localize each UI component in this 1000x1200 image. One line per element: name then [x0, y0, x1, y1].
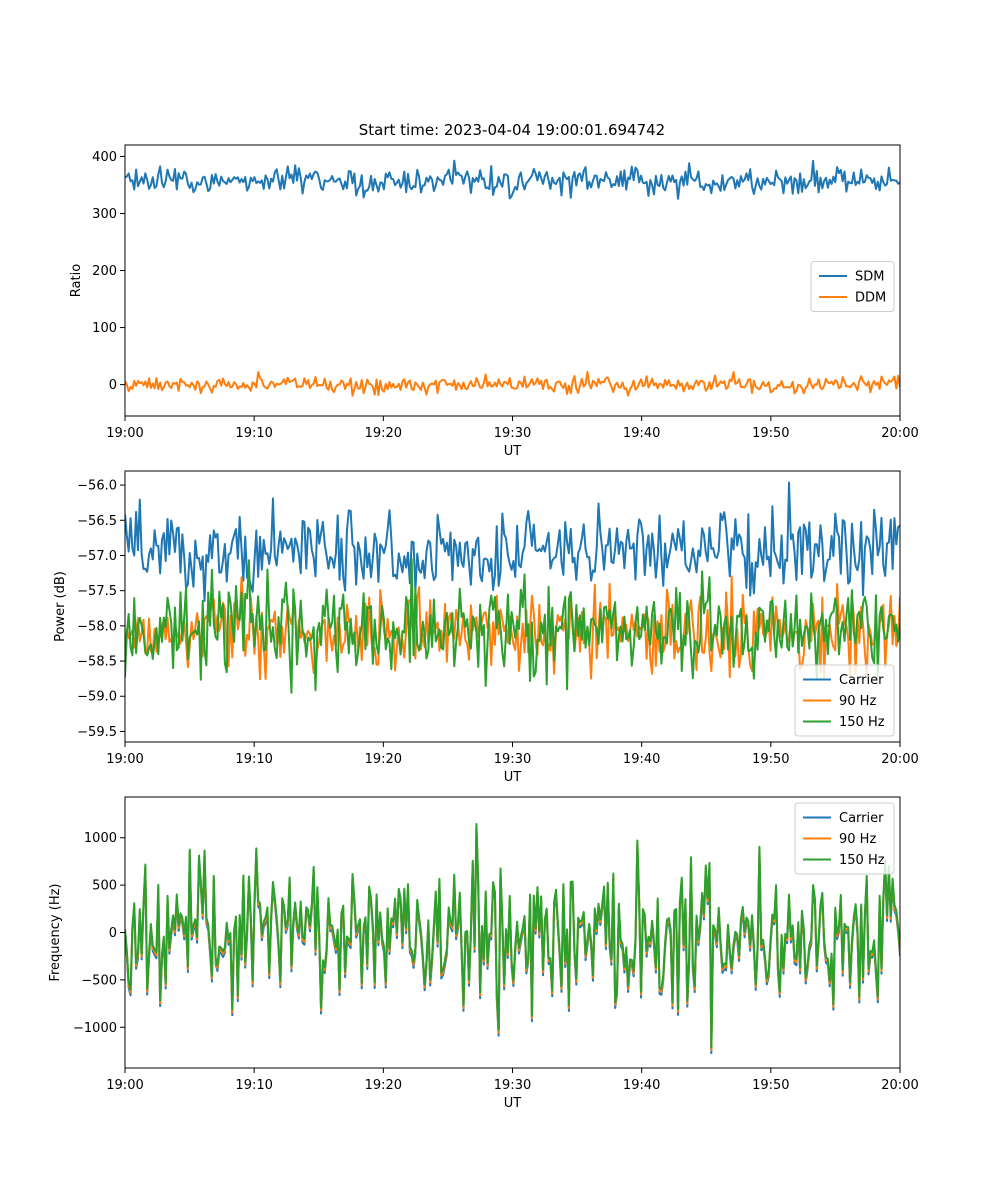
- y-tick-label: −57.0: [77, 549, 117, 564]
- x-tick-label: 20:00: [881, 426, 918, 441]
- y-tick-label: 300: [92, 207, 117, 222]
- y-axis-label: Power (dB): [53, 571, 68, 642]
- y-tick-label: −59.0: [77, 690, 117, 705]
- series-line-150-hz: [125, 823, 900, 1049]
- x-tick-label: 19:50: [752, 752, 789, 767]
- x-tick-label: 19:10: [235, 1078, 272, 1093]
- y-tick-label: −57.5: [77, 584, 117, 599]
- y-tick-label: −58.0: [77, 619, 117, 634]
- x-tick-label: 19:50: [752, 1078, 789, 1093]
- y-tick-label: −1000: [73, 1021, 117, 1036]
- y-tick-label: 100: [92, 321, 117, 336]
- y-tick-label: 400: [92, 150, 117, 165]
- panel-ratio: 19:00 19:10 19:20 19:30 19:40 19:50 20:00 0 100 2…: [69, 144, 919, 459]
- legend-label: Carrier: [839, 673, 884, 688]
- x-tick-label: 19:10: [235, 752, 272, 767]
- legend-box: [794, 664, 895, 737]
- y-tick-label: 0: [109, 926, 117, 941]
- x-tick-label: 19:00: [106, 752, 143, 767]
- y-tick-label: −59.5: [77, 725, 117, 740]
- legend-box: [810, 261, 895, 312]
- series-line-sdm: [125, 159, 900, 200]
- y-tick-label: 500: [92, 879, 117, 894]
- legend-label: 90 Hz: [839, 694, 876, 709]
- y-tick-label: −500: [81, 973, 117, 988]
- x-axis-label: UT: [504, 1096, 522, 1111]
- y-tick-label: 0: [109, 378, 117, 393]
- y-tick-label: −56.5: [77, 514, 117, 529]
- series-line-90-hz: [125, 575, 900, 681]
- x-tick-label: 19:40: [623, 426, 660, 441]
- x-tick-label: 20:00: [881, 1078, 918, 1093]
- x-tick-label: 20:00: [881, 752, 918, 767]
- legend: Carrier 90 Hz 150 Hz: [794, 802, 895, 875]
- x-tick-label: 19:30: [494, 1078, 531, 1093]
- x-tick-label: 19:50: [752, 426, 789, 441]
- legend-label: 90 Hz: [839, 832, 876, 847]
- x-tick-label: 19:00: [106, 1078, 143, 1093]
- panel-frequency: 19:00 19:10 19:20 19:30 19:40 19:50 20:00 −1000…: [48, 796, 919, 1111]
- legend: Carrier 90 Hz 150 Hz: [794, 664, 895, 737]
- x-tick-label: 19:20: [365, 1078, 402, 1093]
- legend: SDM DDM: [810, 261, 895, 312]
- x-tick-label: 19:20: [365, 426, 402, 441]
- x-tick-label: 19:40: [623, 752, 660, 767]
- series-line-ddm: [125, 371, 900, 397]
- y-axis-label: Ratio: [69, 264, 84, 297]
- legend-label: 150 Hz: [839, 853, 885, 868]
- x-tick-label: 19:30: [494, 426, 531, 441]
- series-line-carrier: [125, 481, 900, 602]
- legend-box: [794, 802, 895, 875]
- y-tick-label: 200: [92, 264, 117, 279]
- legend-label: Carrier: [839, 811, 884, 826]
- x-tick-label: 19:30: [494, 752, 531, 767]
- series-line-150-hz: [125, 557, 900, 694]
- x-tick-label: 19:40: [623, 1078, 660, 1093]
- x-tick-label: 19:10: [235, 426, 272, 441]
- x-axis-label: UT: [504, 444, 522, 459]
- x-tick-label: 19:00: [106, 426, 143, 441]
- y-tick-label: −58.5: [77, 655, 117, 670]
- chart-title: Start time: 2023-04-04 19:00:01.694742: [359, 121, 665, 139]
- x-tick-label: 19:20: [365, 752, 402, 767]
- y-tick-label: 1000: [84, 831, 117, 846]
- x-axis-label: UT: [504, 770, 522, 785]
- legend-label: 150 Hz: [839, 715, 885, 730]
- panel-power: 19:00 19:10 19:20 19:30 19:40 19:50 20:00 −59.5…: [53, 470, 919, 785]
- legend-label: SDM: [855, 270, 884, 285]
- legend-label: DDM: [855, 291, 886, 306]
- y-axis-label: Frequency (Hz): [48, 883, 63, 981]
- y-tick-label: −56.0: [77, 479, 117, 494]
